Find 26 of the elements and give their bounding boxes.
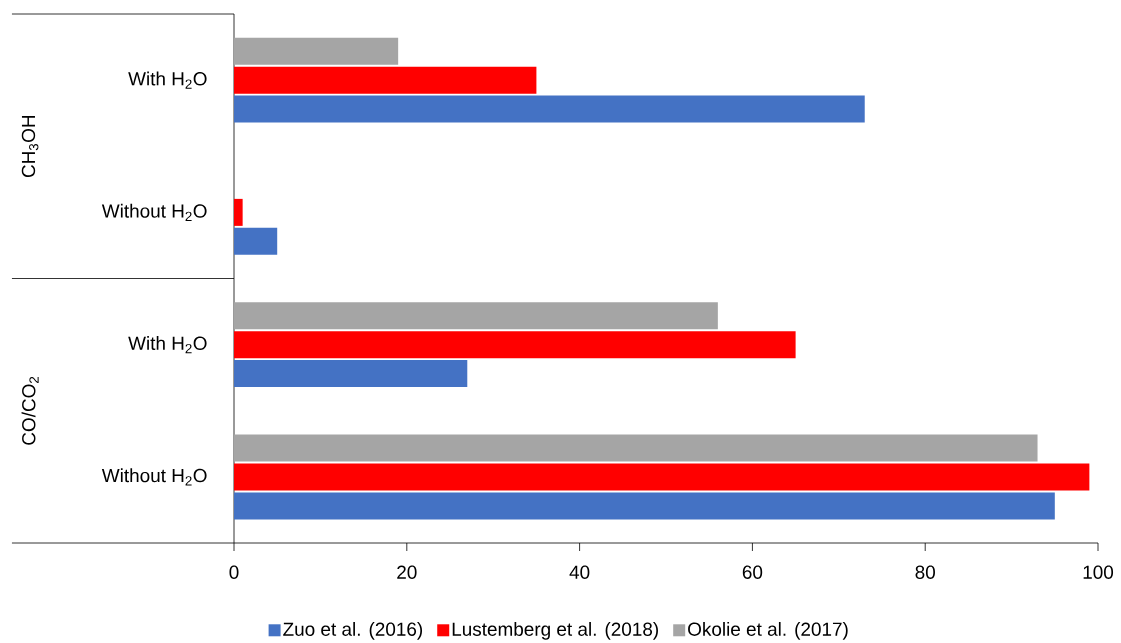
- text: CO/CO$_{2}$: [21, 376, 39, 445]
- bar: [234, 434, 1038, 462]
- y-tick-label: Without H$_{2}$O: [101, 468, 207, 486]
- x-tick-label: 60: [742, 565, 763, 579]
- text: CH$_{3}$OH: [21, 116, 39, 178]
- y-tick-label: With H$_{2}$O: [128, 336, 207, 354]
- legend-label: Zuo et al. (2016): [283, 622, 423, 640]
- bar: [234, 198, 243, 226]
- bar: [234, 227, 278, 255]
- bar: [234, 331, 796, 359]
- x-tick-label: 20: [397, 565, 417, 579]
- bar: [234, 463, 1090, 491]
- bar: [234, 95, 865, 123]
- bar: [234, 66, 537, 94]
- legend-label: Okolie et al. (2017): [688, 622, 848, 640]
- bar: [234, 37, 399, 65]
- legend-label: Lustemberg et al. (2018): [452, 622, 658, 640]
- x-tick-label: 100: [1083, 565, 1114, 579]
- x-tick-label: 40: [569, 565, 590, 579]
- y-tick-label: With H$_{2}$O: [128, 71, 207, 89]
- x-tick-label: 80: [915, 565, 935, 579]
- bar: [234, 302, 718, 330]
- y-tick-label: Without H$_{2}$O: [101, 203, 207, 221]
- bar: [234, 360, 468, 388]
- x-tick-label: 0: [229, 565, 239, 579]
- bar: [234, 492, 1055, 520]
